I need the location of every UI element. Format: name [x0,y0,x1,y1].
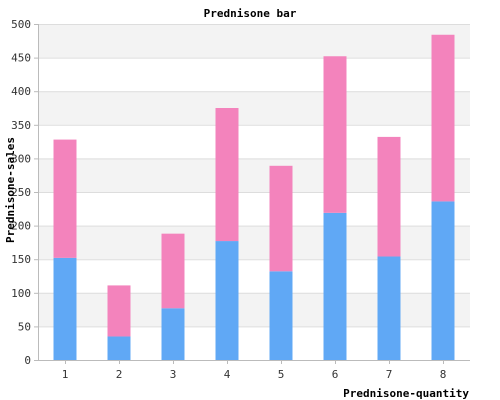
bar-segment-blue [431,201,455,360]
bar-segment-pink [215,108,239,242]
x-tick-label: 7 [386,368,393,381]
grid-band [38,158,470,192]
bar-segment-pink [323,56,347,213]
bar-segment-pink [161,233,185,309]
x-axis-title: Prednisone-quantity [343,387,469,400]
grid-band [38,326,470,360]
bar-segment-pink [53,139,77,258]
y-tick-label: 350 [11,119,31,132]
bar-segment-pink [431,34,455,202]
grid-band [38,292,470,327]
y-tick-labels: 0 50 100 150 200 250 300 350 400 450 500 [11,18,38,367]
y-tick-label: 250 [11,186,31,199]
grid-band [38,225,470,260]
bar-segment-blue [161,308,185,360]
x-tick-label: 5 [278,368,285,381]
y-tick-label: 50 [18,320,31,333]
x-tick-label: 4 [224,368,231,381]
x-tick-label: 8 [440,368,447,381]
y-tick-label: 500 [11,18,31,31]
bar-segment-blue [269,271,293,360]
x-tick-label: 6 [332,368,339,381]
grid-band [38,57,470,92]
bar-segment-pink [377,136,401,257]
bar-segment-pink [269,165,293,272]
x-tick-label: 1 [62,368,69,381]
axes [38,24,470,361]
bar-segment-blue [53,257,77,360]
grid-band [38,192,470,226]
bar-segment-blue [215,241,239,360]
bar-segment-blue [323,212,347,360]
grid-band [38,259,470,293]
y-axis-title: Prednisone-sales [4,137,17,243]
grid-band [38,91,470,125]
chart-title: Prednisone bar [204,7,297,20]
bar-segment-blue [107,336,131,360]
y-tick-label: 400 [11,85,31,98]
x-tick-label: 3 [170,368,177,381]
bar-segment-blue [377,256,401,360]
grid-band [38,124,470,159]
bar-segment-pink [107,285,131,337]
y-tick-label: 0 [24,354,31,367]
y-tick-label: 300 [11,152,31,165]
x-tick-labels: 1 2 3 4 5 6 7 8 [62,360,447,381]
y-tick-label: 100 [11,287,31,300]
y-tick-label: 150 [11,253,31,266]
x-tick-label: 2 [116,368,123,381]
y-tick-label: 200 [11,220,31,233]
y-tick-label: 450 [11,52,31,65]
grid-band [38,24,470,58]
bars [53,34,455,360]
